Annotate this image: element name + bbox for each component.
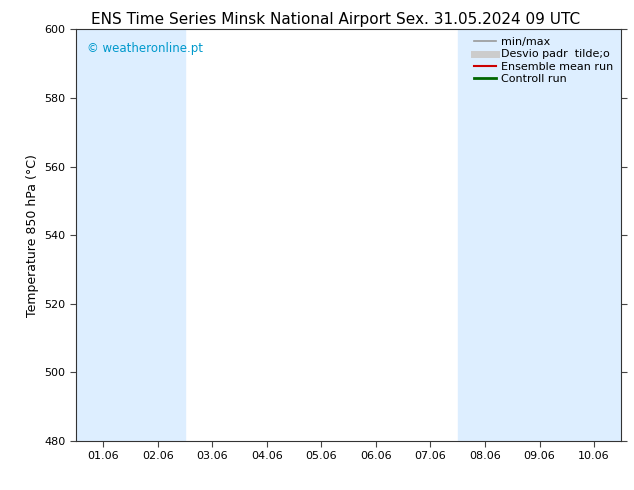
Text: © weatheronline.pt: © weatheronline.pt — [87, 42, 203, 55]
Bar — [76, 29, 131, 441]
Legend: min/max, Desvio padr  tilde;o, Ensemble mean run, Controll run: min/max, Desvio padr tilde;o, Ensemble m… — [471, 35, 616, 86]
Bar — [131, 29, 185, 441]
Bar — [512, 29, 567, 441]
Bar — [567, 29, 621, 441]
Text: Sex. 31.05.2024 09 UTC: Sex. 31.05.2024 09 UTC — [396, 12, 580, 27]
Text: ENS Time Series Minsk National Airport: ENS Time Series Minsk National Airport — [91, 12, 391, 27]
Bar — [458, 29, 512, 441]
Y-axis label: Temperature 850 hPa (°C): Temperature 850 hPa (°C) — [26, 154, 39, 317]
